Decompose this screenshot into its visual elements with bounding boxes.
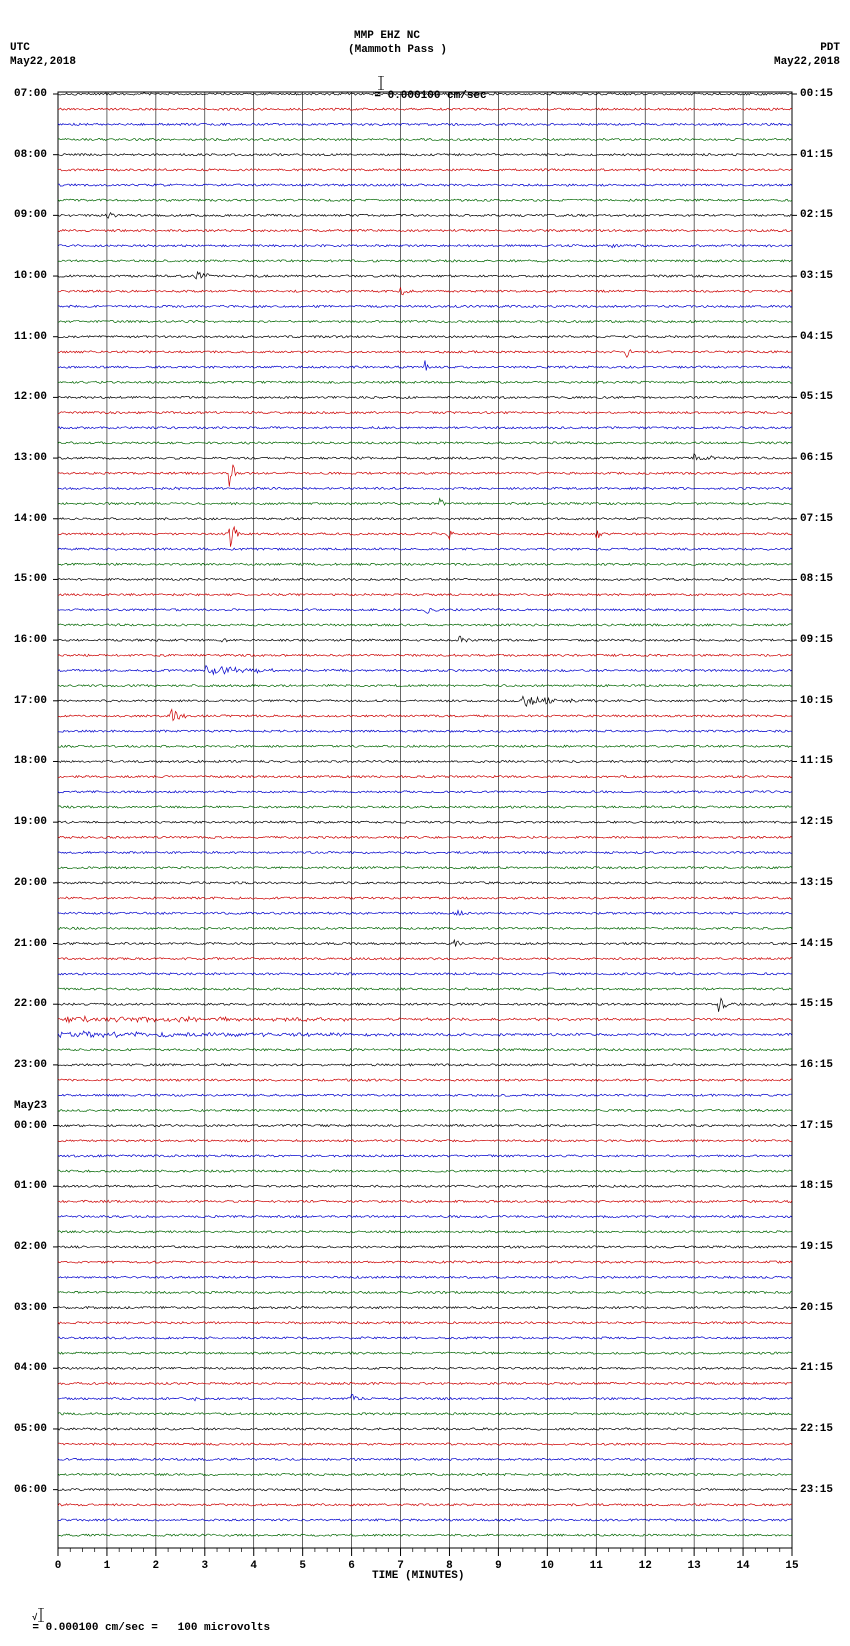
xaxis-label: TIME (MINUTES)	[372, 1570, 464, 1582]
right-time-label: 11:15	[800, 755, 833, 767]
right-time-label: 02:15	[800, 209, 833, 221]
left-time-label: 22:00	[14, 998, 47, 1010]
left-time-label: 19:00	[14, 816, 47, 828]
svg-text:2: 2	[153, 1560, 160, 1572]
footer-scale-note: √ = 0.000100 cm/sec = 100 microvolts	[6, 1596, 270, 1646]
svg-text:0: 0	[55, 1560, 62, 1572]
right-time-label: 05:15	[800, 391, 833, 403]
svg-text:10: 10	[541, 1560, 554, 1572]
left-time-label: 06:00	[14, 1484, 47, 1496]
svg-text:14: 14	[736, 1560, 750, 1572]
left-time-label: 03:00	[14, 1302, 47, 1314]
right-time-label: 12:15	[800, 816, 833, 828]
svg-text:6: 6	[348, 1560, 355, 1572]
svg-text:5: 5	[299, 1560, 306, 1572]
right-time-label: 08:15	[800, 573, 833, 585]
right-time-label: 01:15	[800, 149, 833, 161]
left-time-label: 09:00	[14, 209, 47, 221]
right-time-label: 19:15	[800, 1241, 833, 1253]
left-time-label: May23	[14, 1100, 47, 1112]
svg-text:√: √	[32, 1612, 38, 1622]
left-time-label: 11:00	[14, 331, 47, 343]
left-time-label: 10:00	[14, 270, 47, 282]
right-time-label: 16:15	[800, 1059, 833, 1071]
left-time-label: 16:00	[14, 634, 47, 646]
seismogram-svg: 0123456789101112131415	[0, 0, 850, 1613]
left-time-label: 00:00	[14, 1120, 47, 1132]
left-time-label: 21:00	[14, 938, 47, 950]
right-time-label: 06:15	[800, 452, 833, 464]
left-time-label: 23:00	[14, 1059, 47, 1071]
left-time-label: 05:00	[14, 1423, 47, 1435]
right-time-label: 07:15	[800, 513, 833, 525]
left-time-label: 07:00	[14, 88, 47, 100]
left-time-label: 12:00	[14, 391, 47, 403]
right-time-label: 15:15	[800, 998, 833, 1010]
svg-text:11: 11	[590, 1560, 604, 1572]
right-time-label: 23:15	[800, 1484, 833, 1496]
right-time-label: 17:15	[800, 1120, 833, 1132]
right-time-label: 21:15	[800, 1362, 833, 1374]
left-time-label: 14:00	[14, 513, 47, 525]
left-time-label: 08:00	[14, 149, 47, 161]
svg-text:9: 9	[495, 1560, 502, 1572]
left-time-label: 20:00	[14, 877, 47, 889]
svg-text:3: 3	[201, 1560, 208, 1572]
right-time-label: 13:15	[800, 877, 833, 889]
seismogram-chart: MMP EHZ NC (Mammoth Pass ) = 0.000100 cm…	[0, 0, 850, 1613]
left-time-label: 02:00	[14, 1241, 47, 1253]
right-time-label: 04:15	[800, 331, 833, 343]
svg-text:1: 1	[104, 1560, 111, 1572]
left-time-label: 15:00	[14, 573, 47, 585]
right-time-label: 18:15	[800, 1180, 833, 1192]
left-time-label: 13:00	[14, 452, 47, 464]
left-time-label: 01:00	[14, 1180, 47, 1192]
left-time-label: 18:00	[14, 755, 47, 767]
svg-text:4: 4	[250, 1560, 257, 1572]
right-time-label: 10:15	[800, 695, 833, 707]
left-time-label: 04:00	[14, 1362, 47, 1374]
svg-text:12: 12	[639, 1560, 652, 1572]
right-time-label: 00:15	[800, 88, 833, 100]
svg-text:13: 13	[688, 1560, 702, 1572]
svg-text:15: 15	[785, 1560, 799, 1572]
right-time-label: 14:15	[800, 938, 833, 950]
right-time-label: 20:15	[800, 1302, 833, 1314]
right-time-label: 03:15	[800, 270, 833, 282]
right-time-label: 22:15	[800, 1423, 833, 1435]
left-time-label: 17:00	[14, 695, 47, 707]
right-time-label: 09:15	[800, 634, 833, 646]
